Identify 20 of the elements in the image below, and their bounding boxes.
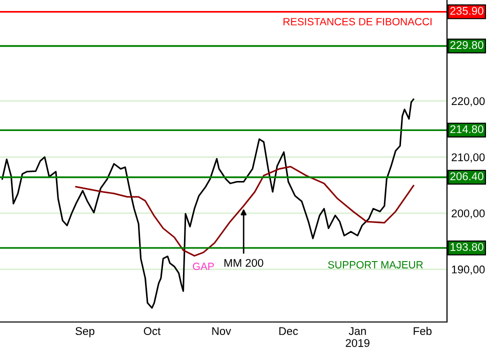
x-tick-label: Feb: [414, 326, 432, 336]
x-tick-label: Jan 2019: [346, 327, 370, 347]
y-tick-label: 200,00: [452, 209, 485, 219]
annotation: GAP: [192, 262, 214, 270]
x-tick-label: Dec: [279, 327, 298, 336]
x-tick-label: Sep: [76, 327, 94, 338]
y-tick-label: 220,00: [452, 97, 485, 106]
ref-line-label: 206.40: [450, 172, 484, 180]
x-tick-label: Oct: [144, 327, 161, 336]
ref-line-label: 229.80: [450, 41, 484, 49]
ref-line-label: 235.90: [450, 6, 484, 15]
ref-line-label: 214.80: [450, 125, 484, 134]
ref-line-label: 193.80: [450, 243, 484, 251]
annotation: MM 200: [224, 258, 264, 267]
y-tick-label: 210,00: [452, 153, 485, 163]
annotation: RESISTANCES DE FIBONACCI: [284, 18, 432, 26]
line-series: [75, 166, 414, 257]
y-tick-label: 190,00: [452, 266, 485, 275]
annotation: SUPPORT MAJEUR: [328, 261, 423, 268]
x-tick-label: Nov: [212, 327, 232, 336]
